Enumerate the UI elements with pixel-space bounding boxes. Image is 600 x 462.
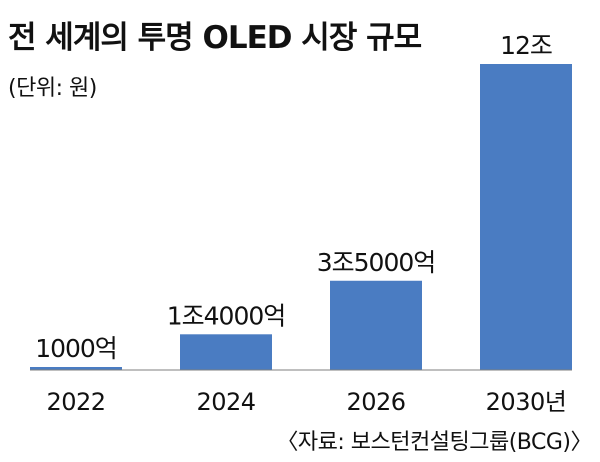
x-tick-label-2024: 2024 (196, 388, 255, 416)
data-label-2030년: 12조 (500, 31, 552, 60)
bar-2030년 (480, 64, 572, 370)
data-label-2024: 1조4000억 (167, 301, 286, 330)
bar-2022 (30, 367, 122, 370)
chart-title: 전 세계의 투명 OLED 시장 규모 (8, 20, 422, 56)
x-tick-label-2030년: 2030년 (486, 388, 567, 416)
data-label-2022: 1000억 (35, 334, 117, 363)
x-tick-label-2022: 2022 (46, 388, 105, 416)
x-tick-label-2026: 2026 (346, 388, 405, 416)
bar-2026 (330, 280, 422, 370)
data-label-2026: 3조5000억 (317, 248, 436, 277)
unit-note: (단위: 원) (8, 76, 97, 101)
source-note: 〈자료: 보스턴컨설팅그룹(BCG)〉 (276, 430, 592, 455)
bar-2024 (180, 334, 272, 370)
